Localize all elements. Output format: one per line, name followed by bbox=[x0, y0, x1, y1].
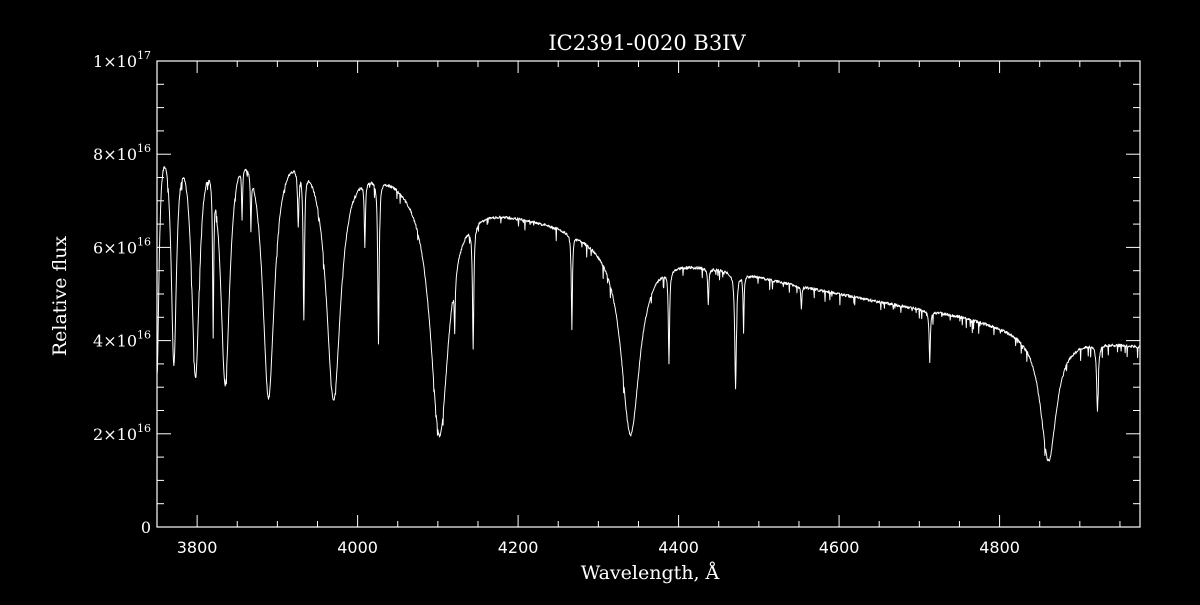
x-tick-label: 4000 bbox=[337, 538, 378, 557]
x-tick-label: 4200 bbox=[498, 538, 539, 557]
y-tick-mantissa: 8×10 bbox=[93, 145, 137, 164]
x-tick-label: 3800 bbox=[177, 538, 218, 557]
y-tick-label: 4×1016 bbox=[93, 329, 151, 351]
y-axis-label: Relative flux bbox=[49, 236, 71, 357]
y-tick-mantissa: 4×10 bbox=[93, 332, 137, 351]
x-tick-label: 4800 bbox=[979, 538, 1020, 557]
x-tick-label: 4400 bbox=[658, 538, 699, 557]
x-tick-label: 4600 bbox=[819, 538, 860, 557]
y-tick-mantissa: 2×10 bbox=[93, 425, 137, 444]
y-tick-label: 8×1016 bbox=[93, 142, 151, 164]
y-tick-mantissa: 6×10 bbox=[93, 238, 137, 257]
y-tick-mantissa: 0 bbox=[141, 518, 151, 537]
x-axis-label: Wavelength, Å bbox=[581, 562, 720, 584]
chart-title: IC2391-0020 B3IV bbox=[548, 31, 746, 55]
y-tick-label: 2×1016 bbox=[93, 422, 151, 444]
y-tick-mantissa: 1×10 bbox=[93, 52, 137, 71]
spectrum-line bbox=[156, 166, 1141, 462]
y-tick-label: 1×1017 bbox=[93, 49, 151, 71]
y-tick-label: 0 bbox=[141, 518, 151, 537]
y-tick-exponent: 16 bbox=[137, 142, 151, 155]
y-tick-exponent: 16 bbox=[137, 329, 151, 342]
plot-area: 3800 4000 4200 4400 4600 480002×10164×10166×1… bbox=[93, 49, 1141, 557]
y-tick-label: 6×1016 bbox=[93, 235, 151, 257]
y-tick-exponent: 17 bbox=[137, 49, 151, 62]
y-tick-exponent: 16 bbox=[137, 235, 151, 248]
y-tick-exponent: 16 bbox=[137, 422, 151, 435]
